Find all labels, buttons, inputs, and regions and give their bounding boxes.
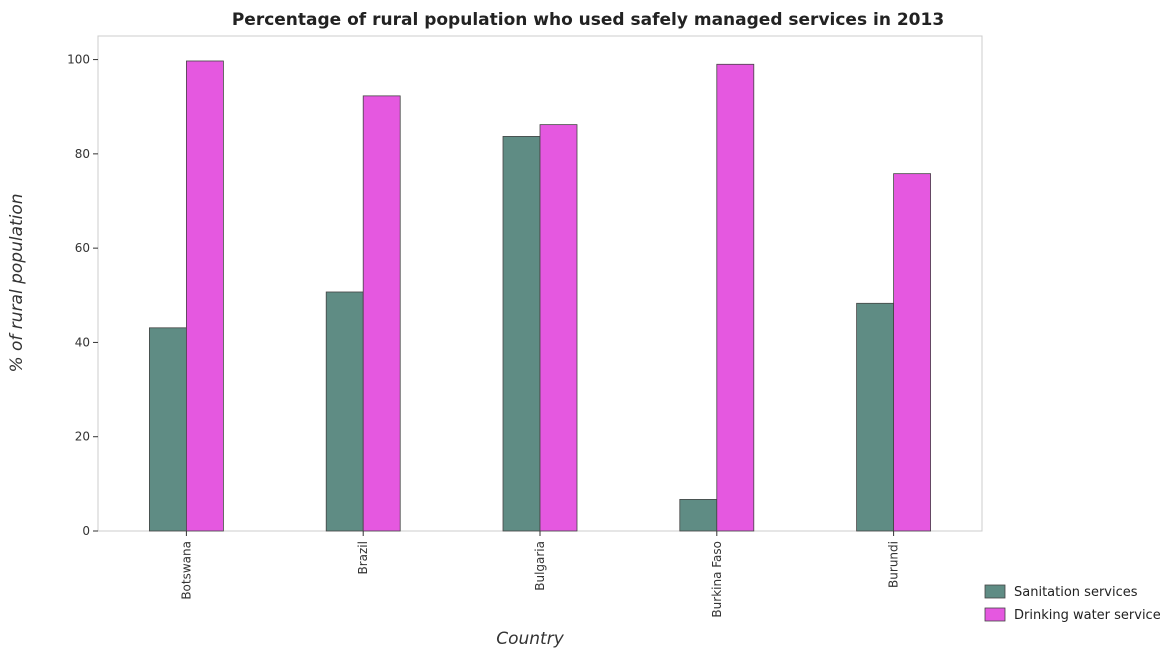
drinking-water-bar-brazil xyxy=(362,95,401,532)
sanitation-bar-botswana xyxy=(148,327,187,532)
y-axis: 0 20 40 60 80 100 xyxy=(67,53,98,538)
legend: Sanitation services Drinking water servic… xyxy=(984,584,1160,623)
sanitation-bar-burkina-faso xyxy=(679,499,718,532)
bars-layer xyxy=(148,60,931,532)
x-axis-label: Country xyxy=(496,629,564,649)
x-tick-label: Bulgaria xyxy=(533,541,547,591)
drinking-water-bar-botswana xyxy=(185,60,224,532)
y-tick-label: 60 xyxy=(75,241,90,255)
legend-label: Drinking water services xyxy=(1014,608,1160,623)
y-axis-label: % of rural population xyxy=(7,193,27,372)
drinking-water-bar-burkina-faso xyxy=(716,63,755,532)
legend-swatch xyxy=(984,607,1006,622)
chart-title: Percentage of rural population who used … xyxy=(232,10,944,30)
x-tick-label: Burkina Faso xyxy=(710,541,724,618)
x-tick-label: Botswana xyxy=(179,541,193,600)
drinking-water-bar-burundi xyxy=(893,173,931,532)
y-tick-label: 20 xyxy=(75,430,90,444)
sanitation-bar-brazil xyxy=(325,291,364,532)
y-tick-label: 0 xyxy=(82,524,90,538)
legend-swatch xyxy=(984,584,1006,599)
drinking-water-bar-bulgaria xyxy=(539,124,578,532)
y-tick-label: 100 xyxy=(67,53,90,67)
legend-label: Sanitation services xyxy=(1014,585,1138,600)
x-axis: Botswana Brazil Bulgaria Burkina Faso Burund… xyxy=(179,531,901,618)
y-tick-label: 80 xyxy=(75,147,90,161)
sanitation-bar-burundi xyxy=(856,302,894,532)
x-tick-label: Burundi xyxy=(887,541,901,588)
y-tick-label: 40 xyxy=(75,335,90,349)
sanitation-bar-bulgaria xyxy=(502,136,541,532)
x-tick-label: Brazil xyxy=(356,541,370,575)
